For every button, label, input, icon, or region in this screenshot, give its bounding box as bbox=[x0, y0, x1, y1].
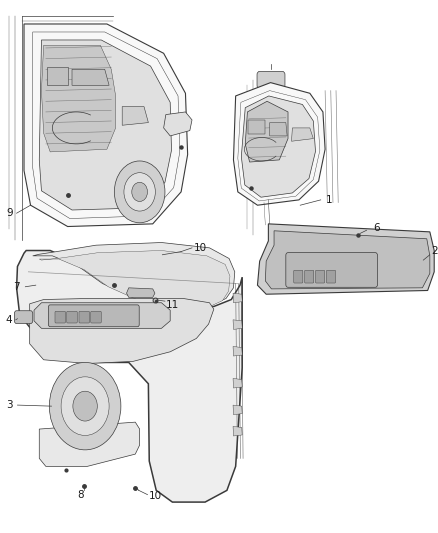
Polygon shape bbox=[270, 123, 287, 136]
Text: 2: 2 bbox=[431, 246, 438, 255]
FancyBboxPatch shape bbox=[55, 311, 65, 323]
Polygon shape bbox=[233, 426, 242, 436]
Polygon shape bbox=[248, 120, 265, 134]
Polygon shape bbox=[233, 293, 242, 303]
Circle shape bbox=[61, 377, 109, 435]
FancyBboxPatch shape bbox=[294, 270, 303, 283]
Polygon shape bbox=[24, 24, 187, 227]
Polygon shape bbox=[72, 69, 109, 85]
FancyBboxPatch shape bbox=[326, 270, 336, 283]
FancyBboxPatch shape bbox=[79, 43, 115, 63]
Polygon shape bbox=[258, 224, 434, 294]
Polygon shape bbox=[17, 251, 242, 502]
Circle shape bbox=[132, 182, 148, 201]
Polygon shape bbox=[30, 298, 214, 364]
Polygon shape bbox=[233, 405, 242, 415]
Text: 7: 7 bbox=[13, 282, 20, 292]
Polygon shape bbox=[164, 112, 192, 136]
Polygon shape bbox=[233, 83, 325, 205]
Circle shape bbox=[73, 391, 97, 421]
Polygon shape bbox=[292, 128, 313, 141]
Circle shape bbox=[114, 161, 165, 223]
Polygon shape bbox=[33, 243, 235, 306]
Text: 11: 11 bbox=[166, 300, 179, 310]
Text: 3: 3 bbox=[6, 400, 13, 410]
Circle shape bbox=[49, 362, 121, 450]
Polygon shape bbox=[233, 378, 242, 388]
Text: 8: 8 bbox=[78, 490, 84, 499]
FancyBboxPatch shape bbox=[257, 71, 285, 88]
FancyBboxPatch shape bbox=[67, 311, 77, 323]
Polygon shape bbox=[233, 320, 242, 329]
Polygon shape bbox=[265, 231, 430, 289]
Circle shape bbox=[124, 173, 155, 211]
Polygon shape bbox=[34, 303, 170, 328]
Polygon shape bbox=[39, 251, 230, 308]
Polygon shape bbox=[47, 67, 67, 85]
Text: 4: 4 bbox=[5, 315, 12, 325]
Text: 6: 6 bbox=[373, 223, 379, 233]
Polygon shape bbox=[122, 107, 148, 125]
Text: 1: 1 bbox=[326, 195, 333, 205]
FancyBboxPatch shape bbox=[286, 253, 378, 287]
Polygon shape bbox=[245, 101, 288, 162]
Text: 10: 10 bbox=[194, 243, 207, 253]
FancyBboxPatch shape bbox=[315, 270, 325, 283]
Polygon shape bbox=[39, 40, 172, 210]
Text: 9: 9 bbox=[6, 208, 13, 218]
Polygon shape bbox=[42, 45, 116, 152]
FancyBboxPatch shape bbox=[91, 311, 101, 323]
FancyBboxPatch shape bbox=[14, 311, 33, 324]
FancyBboxPatch shape bbox=[304, 270, 314, 283]
Polygon shape bbox=[127, 288, 155, 297]
FancyBboxPatch shape bbox=[49, 305, 139, 327]
FancyBboxPatch shape bbox=[79, 311, 89, 323]
Polygon shape bbox=[233, 346, 242, 356]
Polygon shape bbox=[241, 96, 315, 197]
Polygon shape bbox=[39, 422, 140, 466]
Text: 10: 10 bbox=[148, 491, 162, 500]
